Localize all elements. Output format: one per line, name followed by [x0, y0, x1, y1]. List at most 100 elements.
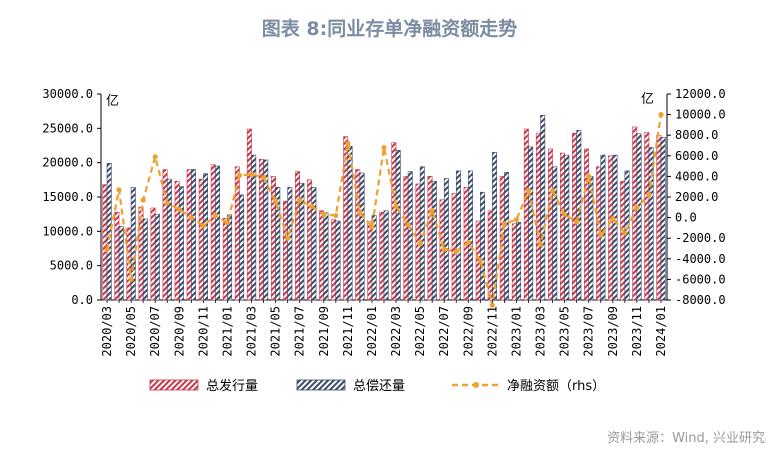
net-point [357, 209, 363, 216]
right-tick-label: 10000.0 [675, 108, 726, 122]
bar-repay [299, 182, 305, 301]
bar-issue [403, 176, 409, 301]
bar-repay [540, 114, 546, 301]
x-tick-label: 2022/11 [485, 306, 499, 357]
right-tick-label: -2000.0 [675, 231, 726, 245]
x-tick-label: 2022/09 [461, 306, 475, 357]
bar-issue [535, 132, 541, 301]
bar-issue [162, 169, 168, 301]
net-point [489, 302, 495, 308]
bar-repay [118, 226, 124, 301]
net-financing-line [104, 112, 664, 308]
bar-repay [395, 150, 401, 301]
net-point [273, 198, 279, 204]
net-point [634, 204, 640, 210]
bar-repay [636, 133, 642, 301]
bar-repay [106, 163, 112, 301]
bar-repay [263, 159, 269, 301]
bar-issue [572, 132, 577, 301]
x-tick-label: 2023/09 [606, 306, 620, 357]
net-point [104, 246, 110, 253]
net-line-path [105, 114, 663, 306]
right-tick-label: -8000.0 [675, 293, 726, 307]
net-point [297, 197, 303, 203]
x-tick-label: 2021/09 [317, 306, 331, 357]
right-axis-unit: 亿 [641, 92, 654, 107]
net-point [188, 215, 194, 221]
bar-repay [492, 152, 498, 301]
bar-issue [283, 200, 288, 301]
bar-repay [323, 212, 329, 301]
bar-issue [608, 155, 614, 301]
net-point [393, 203, 399, 209]
bar-issue [559, 152, 565, 301]
bar-issue [258, 158, 264, 301]
net-point [586, 173, 592, 179]
bar-issue [584, 148, 590, 301]
legend-label-repay: 总偿还量 [353, 379, 405, 394]
x-axis: 2020/03 2020/05 2020/07 2020/09 2020/11 2021/… [100, 300, 668, 357]
bar-repay [178, 186, 184, 301]
bar-series [102, 114, 666, 301]
left-tick-label: 10000.0 [42, 224, 93, 238]
x-tick-label: 2022/03 [389, 306, 403, 357]
x-tick-label: 2020/09 [172, 306, 186, 357]
right-tick-label: 12000.0 [675, 87, 726, 101]
right-tick-label: 2000.0 [675, 190, 718, 204]
net-point [176, 206, 182, 212]
net-point [537, 241, 544, 247]
net-point [248, 171, 255, 177]
legend-marker-net [473, 382, 479, 388]
bar-issue [644, 132, 650, 301]
bar-repay [431, 180, 437, 301]
bar-issue [174, 180, 180, 301]
bar-repay [552, 166, 558, 301]
net-point [224, 220, 231, 226]
net-point [646, 192, 652, 198]
right-axis: 12000.0 10000.0 8000.0 6000.0 4000.0 2000.0 0.… [667, 87, 726, 307]
right-tick-label: 8000.0 [675, 128, 718, 142]
bar-repay [516, 222, 522, 301]
x-tick-label: 2021/01 [220, 306, 234, 357]
bar-repay [251, 154, 257, 301]
x-tick-label: 2022/01 [365, 306, 379, 357]
left-tick-label: 5000.0 [50, 259, 93, 273]
net-point [477, 258, 483, 264]
bar-repay [154, 213, 160, 301]
bar-issue [331, 219, 337, 301]
legend-label-issue: 总发行量 [206, 378, 258, 394]
net-point [236, 172, 243, 178]
net-point [212, 212, 218, 219]
left-tick-label: 25000.0 [42, 121, 93, 135]
bar-issue [379, 211, 385, 301]
left-axis: 30000.0 25000.0 20000.0 15000.0 10000.0 5000.… [42, 87, 101, 307]
bar-repay [239, 194, 245, 301]
net-point [140, 197, 146, 203]
x-tick-label: 2020/03 [100, 306, 114, 357]
net-point [453, 248, 459, 255]
net-point [417, 240, 423, 246]
bar-repay [467, 170, 473, 301]
net-point [345, 140, 351, 147]
bar-issue [222, 217, 228, 301]
right-tick-label: 0.0 [675, 211, 697, 225]
net-point [164, 200, 170, 206]
net-point [574, 219, 580, 225]
net-point [658, 112, 664, 118]
net-point [285, 235, 291, 241]
bar-repay [371, 215, 377, 301]
net-point [369, 224, 375, 230]
net-point [405, 222, 411, 228]
bar-repay [275, 187, 281, 301]
legend-label-net: 净融资额（rhs） [507, 379, 605, 394]
net-point [200, 223, 206, 229]
bar-repay [443, 178, 449, 301]
bar-issue [523, 128, 529, 301]
left-tick-label: 20000.0 [42, 156, 93, 170]
bar-repay [191, 169, 196, 301]
bar-issue [102, 184, 108, 301]
bar-issue [427, 176, 433, 301]
net-point [525, 188, 532, 194]
bar-repay [504, 171, 510, 301]
